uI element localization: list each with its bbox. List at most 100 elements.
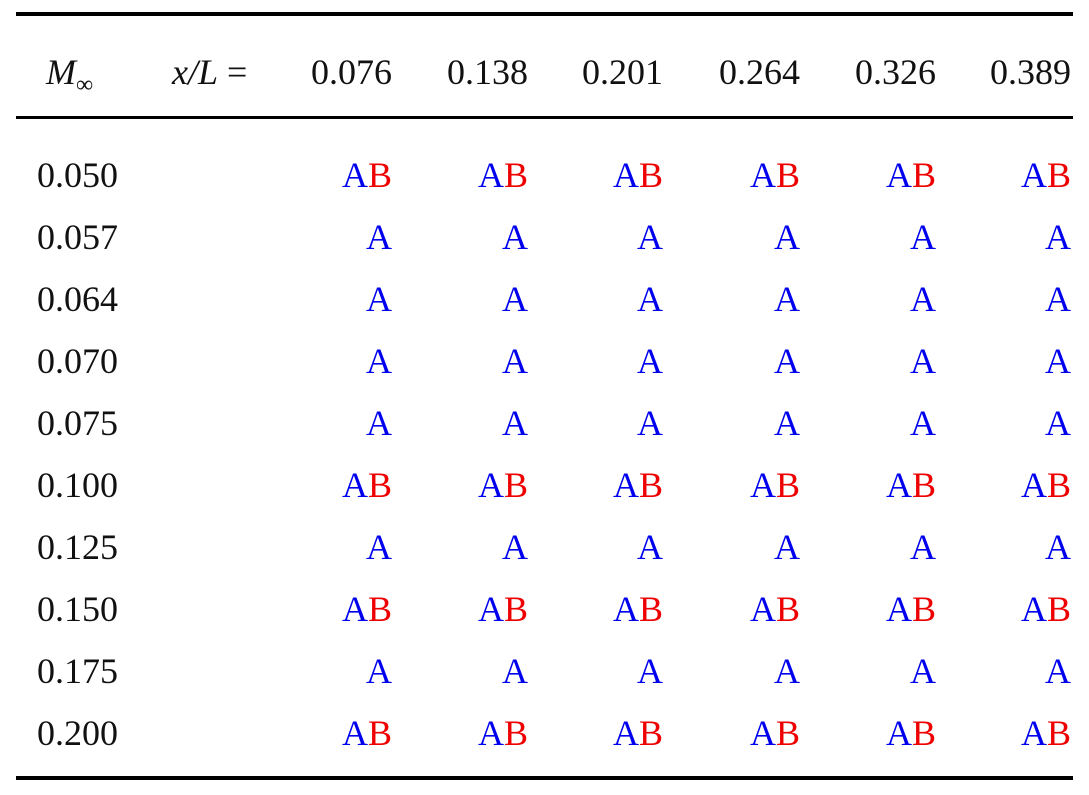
cell: A	[776, 527, 936, 567]
cell-letter: B	[911, 713, 936, 753]
cell: A	[368, 527, 528, 567]
cell: A	[776, 341, 936, 381]
cell: AB	[640, 465, 800, 505]
row-label: 0.150	[37, 589, 118, 629]
cell-letter: A	[749, 465, 776, 505]
cell: A	[911, 279, 1071, 319]
cell-letter: B	[775, 713, 800, 753]
cell: AB	[640, 589, 800, 629]
cell: AB	[232, 589, 392, 629]
cell-letter: A	[341, 465, 368, 505]
cell: AB	[911, 155, 1071, 195]
cell: AB	[503, 465, 663, 505]
cell-letter: B	[1046, 465, 1071, 505]
cell-letter: A	[885, 713, 912, 753]
cell: AB	[232, 713, 392, 753]
cell-letter: B	[911, 155, 936, 195]
column-value: 0.201	[582, 52, 663, 92]
row-header: M∞	[46, 52, 93, 98]
cell-letter: B	[503, 465, 528, 505]
cell-letter: A	[502, 217, 528, 257]
cell-letter: B	[367, 589, 392, 629]
cell: A	[503, 341, 663, 381]
cell: A	[368, 403, 528, 443]
cell-letter: A	[749, 155, 776, 195]
cell-letter: A	[366, 217, 392, 257]
cell-letter: A	[774, 217, 800, 257]
cell-letter: A	[749, 713, 776, 753]
cell: A	[232, 651, 392, 691]
cell: A	[776, 217, 936, 257]
cell-letter: A	[502, 341, 528, 381]
row-label: 0.175	[37, 651, 118, 691]
cell: A	[911, 651, 1071, 691]
cell-letter: A	[1045, 403, 1071, 443]
cell: AB	[368, 155, 528, 195]
cell-letter: B	[1046, 713, 1071, 753]
cell-letter: A	[885, 465, 912, 505]
cell-letter: A	[1045, 527, 1071, 567]
cell-letter: A	[612, 465, 639, 505]
cell-letter: A	[774, 651, 800, 691]
cell-letter: B	[1046, 155, 1071, 195]
cell-letter: A	[341, 713, 368, 753]
cell-letter: A	[774, 279, 800, 319]
cell-letter: A	[885, 589, 912, 629]
cell: AB	[368, 465, 528, 505]
cell-letter: A	[612, 589, 639, 629]
row-header-symbol: M	[46, 52, 76, 92]
cell-letter: A	[774, 341, 800, 381]
cell-letter: A	[885, 155, 912, 195]
cell-letter: B	[638, 713, 663, 753]
cell: A	[640, 527, 800, 567]
cell-letter: B	[775, 155, 800, 195]
cell: AB	[503, 155, 663, 195]
cell: AB	[776, 155, 936, 195]
cell: AB	[911, 713, 1071, 753]
column-relation: =	[227, 52, 248, 92]
cell: AB	[503, 589, 663, 629]
row-label: 0.050	[37, 155, 118, 195]
cell-letter: B	[775, 465, 800, 505]
cell-letter: A	[502, 651, 528, 691]
cell-letter: B	[367, 713, 392, 753]
cell: A	[911, 341, 1071, 381]
cell: AB	[911, 465, 1071, 505]
cell-letter: A	[341, 155, 368, 195]
cell: A	[776, 403, 936, 443]
cell: A	[232, 217, 392, 257]
cell-letter: A	[1020, 465, 1047, 505]
cell: A	[368, 651, 528, 691]
row-label: 0.057	[37, 217, 118, 257]
cell: AB	[368, 589, 528, 629]
cell-letter: A	[1045, 279, 1071, 319]
row-header-subscript: ∞	[76, 72, 94, 98]
cell: A	[503, 403, 663, 443]
cell: AB	[776, 465, 936, 505]
cell-letter: A	[637, 217, 663, 257]
cell: AB	[776, 713, 936, 753]
cell: AB	[640, 713, 800, 753]
cell-letter: B	[638, 465, 663, 505]
cell: AB	[368, 713, 528, 753]
cell-letter: A	[910, 217, 936, 257]
cell-letter: B	[503, 713, 528, 753]
cell-letter: A	[341, 589, 368, 629]
cell: A	[232, 279, 392, 319]
column-value: 0.264	[719, 52, 800, 92]
cell-letter: A	[502, 527, 528, 567]
cell-letter: A	[637, 651, 663, 691]
cell-letter: B	[638, 155, 663, 195]
cell-letter: A	[1020, 713, 1047, 753]
cell-letter: A	[910, 341, 936, 381]
cell: A	[911, 527, 1071, 567]
cell-letter: B	[638, 589, 663, 629]
cell-letter: B	[1046, 589, 1071, 629]
cell: A	[503, 527, 663, 567]
cell-letter: A	[502, 403, 528, 443]
cell: A	[776, 651, 936, 691]
cell: A	[911, 217, 1071, 257]
row-label: 0.200	[37, 713, 118, 753]
column-value: 0.076	[311, 52, 392, 92]
cell: A	[368, 279, 528, 319]
